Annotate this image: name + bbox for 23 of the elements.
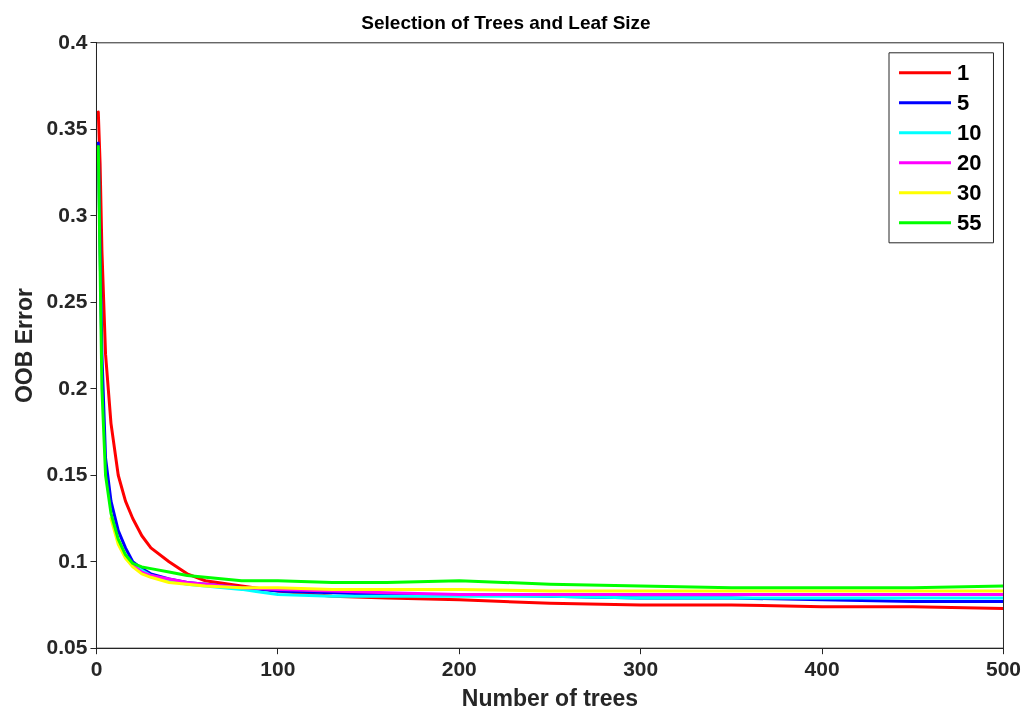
y-tick-label: 0.3	[58, 202, 88, 226]
chart-title: Selection of Trees and Leaf Size	[361, 11, 651, 33]
x-tick-label: 200	[441, 656, 477, 680]
y-tick-label: 0.1	[58, 548, 88, 572]
x-tick-label: 300	[623, 656, 659, 680]
y-axis-title: OOB Error	[11, 287, 38, 404]
x-tick-label: 0	[90, 656, 103, 680]
legend-label: 30	[957, 179, 982, 205]
x-tick-label: 100	[260, 656, 296, 680]
y-tick-label: 0.4	[58, 29, 88, 53]
legend-label: 20	[957, 149, 982, 175]
y-tick-label: 0.2	[58, 375, 88, 399]
y-tick-label: 0.35	[46, 116, 88, 140]
y-tick-label: 0.15	[46, 462, 88, 486]
x-tick-label: 500	[985, 656, 1021, 680]
legend-label: 5	[957, 89, 970, 115]
legend-label: 55	[957, 209, 982, 235]
x-tick-label: 400	[804, 656, 840, 680]
x-axis-title: Number of trees	[461, 684, 639, 711]
legend-label: 10	[957, 119, 982, 145]
y-tick-label: 0.25	[46, 289, 88, 313]
legend-label: 1	[957, 59, 970, 85]
y-tick-label: 0.05	[46, 635, 88, 658]
